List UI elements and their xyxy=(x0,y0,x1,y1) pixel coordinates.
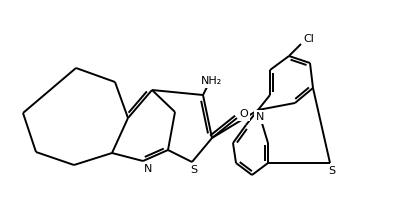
Text: N: N xyxy=(144,164,152,174)
Text: O: O xyxy=(240,109,248,119)
Text: NH₂: NH₂ xyxy=(200,76,222,86)
Text: S: S xyxy=(328,166,336,176)
Text: N: N xyxy=(256,112,264,122)
Text: Cl: Cl xyxy=(304,34,314,44)
Text: S: S xyxy=(190,165,198,175)
